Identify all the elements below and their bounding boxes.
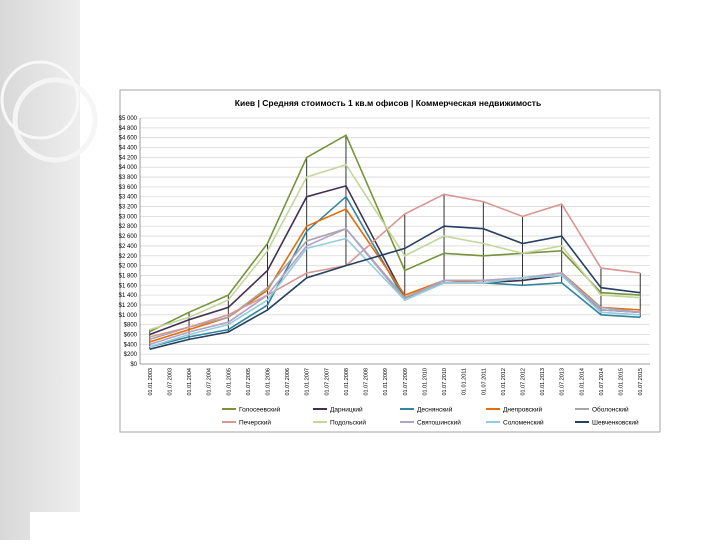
x-tick-label: 01.07.2010 [442, 368, 448, 396]
chart-title: Киев | Средняя стоимость 1 кв.м офисов |… [235, 98, 541, 108]
x-tick-label: 01.01.2012 [501, 368, 507, 396]
series-line [149, 225, 641, 350]
side-band [0, 0, 80, 540]
x-tick-label: 01.01.2006 [266, 368, 272, 396]
y-tick-label: $400 [124, 342, 138, 348]
y-tick-label: $4 600 [119, 136, 138, 142]
legend-label: Подольский [330, 418, 366, 426]
x-tick-label: 01.01.2005 [226, 368, 232, 396]
legend-label: Соломенский [503, 418, 544, 426]
chart-frame [119, 89, 661, 433]
y-tick-label: $1 800 [119, 273, 138, 279]
x-tick-label: 01.07.2005 [246, 368, 252, 396]
x-tick-label: 01.01.2011 [462, 368, 468, 395]
x-tick-label: 01.07.2006 [285, 368, 291, 396]
decor-block [30, 512, 80, 540]
y-tick-label: $1 400 [119, 293, 138, 299]
x-tick-label: 01.07.2014 [599, 368, 605, 396]
y-tick-label: $3 800 [119, 175, 138, 181]
y-tick-label: $2 400 [119, 244, 138, 250]
y-tick-label: $800 [124, 323, 138, 329]
y-tick-label: $2 800 [119, 224, 138, 230]
x-tick-label: 01.01.2007 [305, 368, 311, 396]
y-tick-label: $2 600 [119, 234, 138, 240]
y-tick-label: $3 400 [119, 195, 138, 201]
legend-label: Оболонский [592, 405, 629, 413]
x-tick-label: 01.07.2008 [364, 368, 370, 396]
legend-label: Печерский [239, 418, 271, 426]
x-tick-label: 01.07.2011 [481, 368, 487, 395]
x-tick-label: 01.01.2004 [187, 368, 193, 396]
y-tick-label: $3 000 [119, 214, 138, 220]
y-tick-label: $5 000 [119, 116, 138, 122]
y-tick-label: $600 [124, 332, 138, 338]
x-tick-label: 01.01.2015 [619, 368, 625, 396]
series-line [149, 237, 641, 348]
y-tick-label: $3 200 [119, 205, 138, 211]
y-tick-label: $1 000 [119, 313, 138, 319]
x-tick-label: 01.01.2003 [148, 368, 154, 396]
x-tick-label: 01.01.2014 [579, 368, 585, 396]
y-tick-label: $200 [124, 352, 138, 358]
decor-ring [0, 60, 80, 140]
y-tick-label: $4 200 [119, 155, 138, 161]
y-tick-label: $1 600 [119, 283, 138, 289]
y-tick-label: $2 200 [119, 254, 138, 260]
series-line [149, 163, 641, 331]
decor-ring [12, 77, 98, 163]
x-tick-label: 01.01.2010 [422, 368, 428, 396]
legend-label: Днепровский [503, 405, 542, 413]
series-line [149, 193, 641, 338]
y-tick-label: $2 000 [119, 264, 138, 270]
series-line [149, 134, 641, 333]
y-tick-label: $4 800 [119, 126, 138, 132]
x-tick-label: 01.07.2003 [167, 368, 173, 396]
x-tick-label: 01.07.2015 [638, 368, 644, 396]
y-tick-label: $1 200 [119, 303, 138, 309]
x-tick-label: 01.01.2008 [344, 368, 350, 396]
y-tick-label: $4 000 [119, 165, 138, 171]
x-tick-label: 01.01.2009 [383, 368, 389, 396]
x-tick-label: 01.07.2007 [324, 368, 330, 396]
y-tick-label: $3 600 [119, 185, 138, 191]
legend-label: Шевченковский [592, 418, 639, 426]
x-tick-label: 01.07.2012 [521, 368, 527, 396]
legend-label: Святошинский [417, 418, 461, 426]
legend-label: Деснянский [417, 405, 453, 413]
x-tick-label: 01.07.2004 [207, 368, 213, 396]
legend-label: Дарницкий [330, 405, 363, 413]
x-tick-label: 01.01.2013 [540, 368, 546, 396]
x-tick-label: 01.07.2009 [403, 368, 409, 396]
legend-label: Голосеевский [239, 405, 281, 413]
x-tick-label: 01.07.2013 [560, 368, 566, 396]
y-tick-label: $0 [130, 362, 137, 368]
y-tick-label: $4 400 [119, 146, 138, 152]
